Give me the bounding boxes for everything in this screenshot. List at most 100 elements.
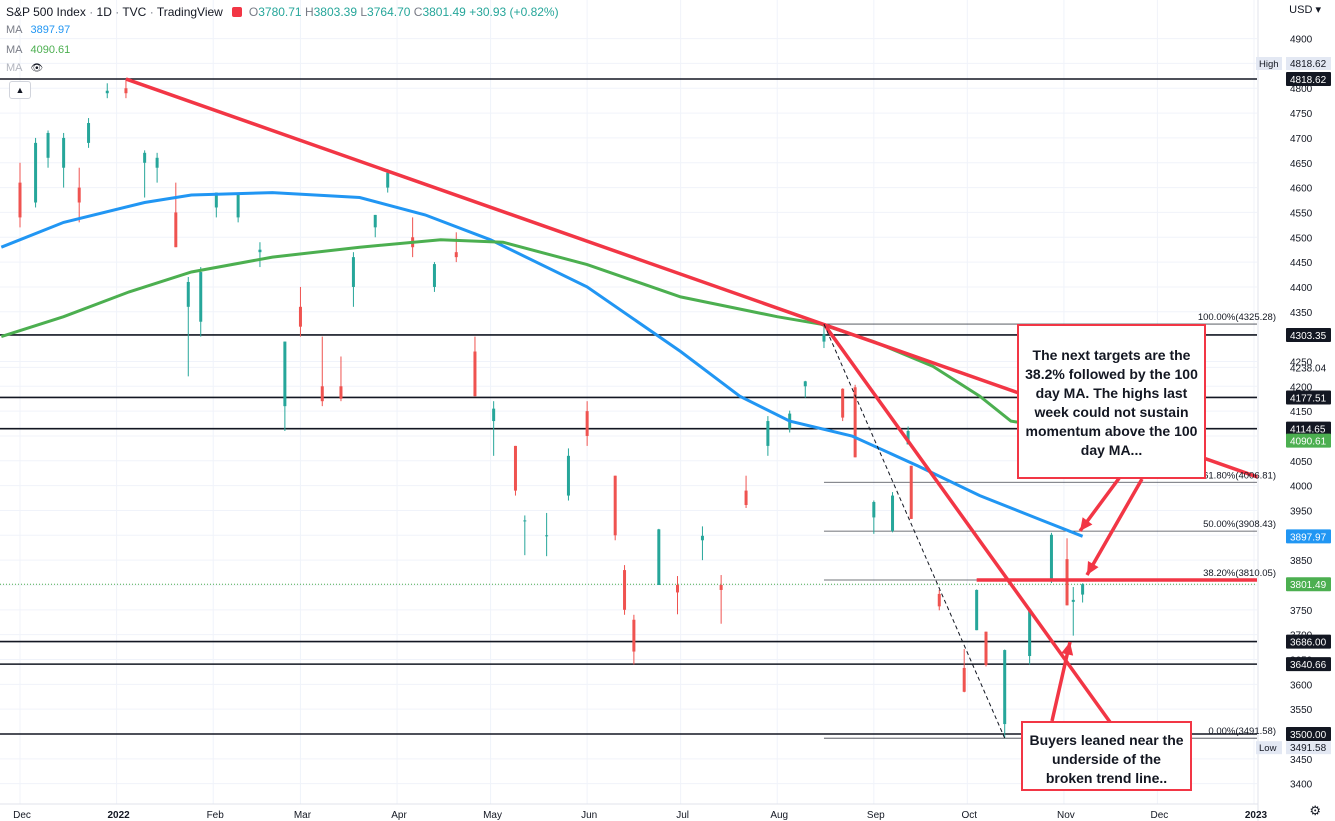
candle-body [676,584,680,593]
ma-label: MA [6,24,23,36]
candle-body [186,281,190,307]
candle-body [432,264,436,287]
time-tick-label: May [483,810,502,821]
price-tag-background [1286,72,1331,86]
price-tick-label: 3750 [1290,606,1313,617]
fibonacci-level-label: 50.00%(3908.43) [1203,519,1276,530]
interval[interactable]: 1D [96,5,112,19]
chevron-down-icon: ▾ [1315,4,1321,16]
high-tag-label: High [1259,59,1279,70]
price-tick-label: 3950 [1290,506,1313,517]
price-axis[interactable]: 3400345035003550360036503700375038003850… [1257,0,1335,821]
candle-body [766,421,770,446]
price-tick-label: 4700 [1290,134,1313,145]
price-tick-label: 3850 [1290,556,1313,567]
annotation-targets[interactable]: The next targets are the 38.2% followed … [1017,324,1206,479]
price-tag-label: 4177.51 [1290,393,1327,404]
candle-body [962,667,966,692]
low-price-label: 3491.58 [1290,743,1327,754]
candle-body [1065,559,1069,606]
candle-body [513,445,517,491]
candle-body [105,90,109,94]
price-axis-background [1258,0,1335,821]
price-tick-label: 4250 [1290,357,1313,368]
candle-body [77,187,81,203]
time-tick-label: Jun [581,810,597,821]
price-tag-background [1286,390,1331,405]
gear-icon[interactable]: ⚙ [1309,803,1321,818]
annotation-targets-text: The next targets are the 38.2% followed … [1025,347,1198,458]
candle-body [143,152,147,163]
low-tag-background [1256,741,1282,755]
candle-body [891,495,895,531]
time-axis[interactable]: Dec 2022 Feb Mar Apr May Jun Jul Aug Sep Oct Nov Dec… [0,803,1268,821]
price-tag-background [1286,433,1331,448]
ma-100-line [0,191,1084,538]
candle-body [841,388,845,418]
candle-body [853,387,857,458]
candle-body [1049,534,1053,582]
price-tag-label: 3640.66 [1290,660,1327,671]
price-tick-label: 4900 [1290,35,1313,46]
close-label: C [413,5,423,19]
time-tick-label: Dec [1151,810,1169,821]
candle-body [937,593,941,607]
high-price-label: 4818.62 [1290,59,1327,70]
symbol-header[interactable]: S&P 500 Index · 1D · TVC · TradingView O… [6,5,559,19]
candle-body [545,535,549,537]
candle-body [623,570,627,610]
currency-selector[interactable]: USD ▾ [1289,3,1321,16]
ma-label: MA [6,62,23,74]
price-tick-label: 4150 [1290,407,1313,418]
candle-body [632,619,636,652]
ma-200-legend[interactable]: MA 4090.61 [6,44,70,56]
candle-body [803,381,807,387]
trend-line [822,323,1156,785]
moving-averages [0,191,1084,538]
ma-100-legend[interactable]: MA 3897.97 [6,24,70,36]
change-value: +30.93 (+0.82%) [469,5,559,19]
candle-body [906,430,910,445]
price-tick-label: 4650 [1290,159,1313,170]
price-tag-background [1286,657,1331,672]
annotation-buyers[interactable]: Buyers leaned near the underside of the … [1021,721,1192,791]
price-tick-label: 4800 [1290,84,1313,95]
price-tag-background [1286,634,1331,649]
high-price-background [1286,57,1331,70]
price-tag-label: 4818.62 [1290,75,1327,86]
candle-body [339,386,343,399]
eye-hidden-icon[interactable]: 👁︎ [30,63,44,74]
chevron-up-icon: ▲ [15,85,25,95]
price-tick-label: 4500 [1290,233,1313,244]
time-tick-label: Aug [770,810,788,821]
price-tag-label: 4090.61 [1290,437,1327,448]
price-tag-label: 3500.00 [1290,730,1327,741]
price-tick-label: 4600 [1290,184,1313,195]
candle-body [236,192,240,218]
time-tick-label: Jul [676,810,689,821]
symbol-name[interactable]: S&P 500 Index [6,5,86,19]
ma-hidden-legend[interactable]: MA 👁︎ [6,62,43,74]
open-value: 3780.71 [258,5,302,19]
candle-body [320,386,324,402]
price-tick-label: 4238.04 [1290,363,1327,374]
collapse-legend-button[interactable]: ▲ [9,81,31,99]
price-tags: 4818.62 High 4818.62 4303.35 4177.51 4114.65 3… [1256,57,1331,755]
price-tag-label: 3897.97 [1290,532,1327,543]
price-tick-label: 4750 [1290,109,1313,120]
candle-body [258,249,262,253]
price-tag-background [1286,529,1331,544]
candle-body [909,465,913,519]
candle-body [454,252,458,258]
price-tick-label: 3400 [1290,780,1313,791]
arrow-to-retracement-head [1087,561,1099,575]
arrow-to-ma-head [1080,517,1093,531]
candle-body [351,257,355,287]
low-value: 3764.70 [367,5,411,19]
price-tick-label: 4550 [1290,208,1313,219]
candle-body [984,631,988,665]
candle-body [719,584,723,590]
fibonacci-level-label: 61.80%(4006.81) [1203,470,1276,481]
low-price-background [1286,741,1331,755]
